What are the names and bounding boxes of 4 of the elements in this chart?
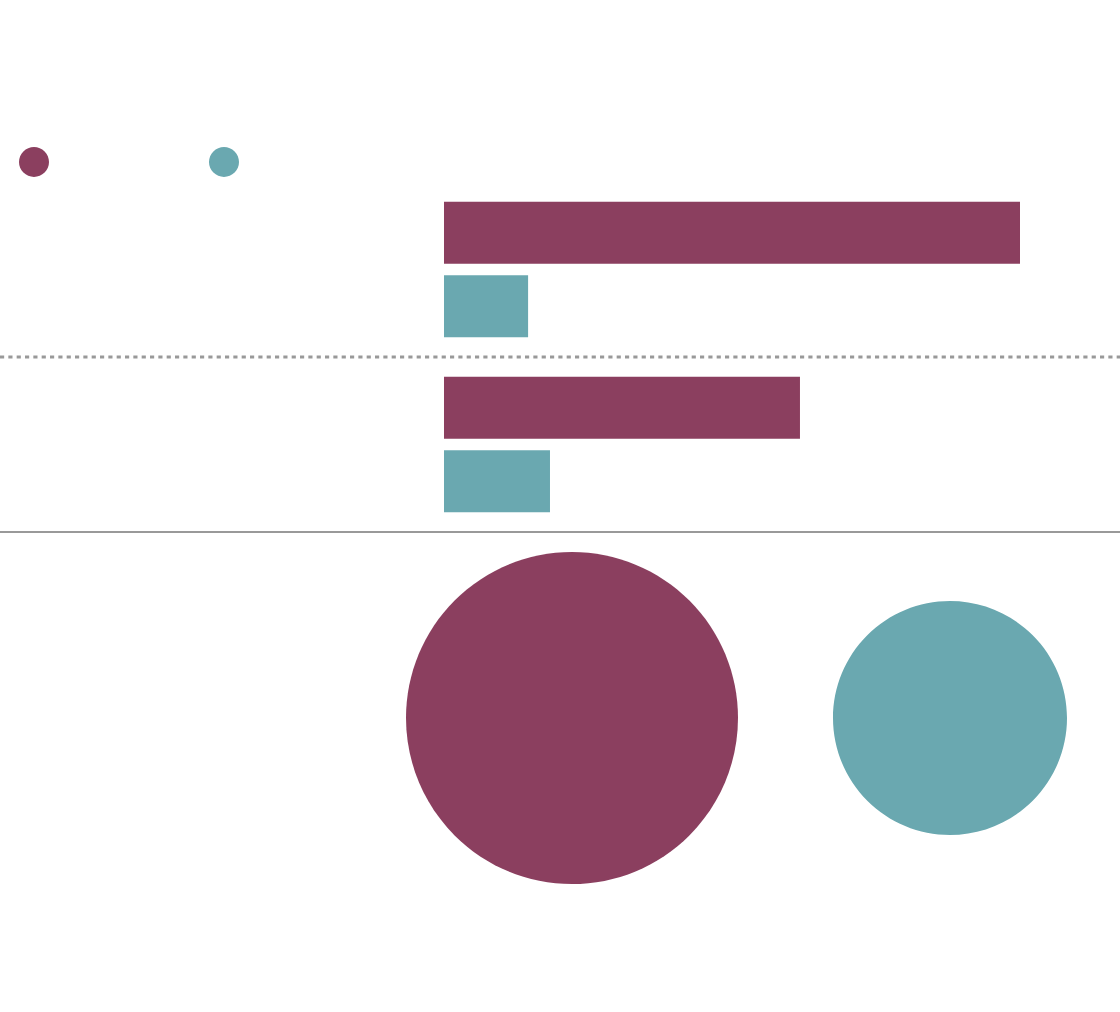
bar [444,201,1020,264]
bar [444,450,550,513]
bar [444,376,800,439]
bar [444,275,529,338]
